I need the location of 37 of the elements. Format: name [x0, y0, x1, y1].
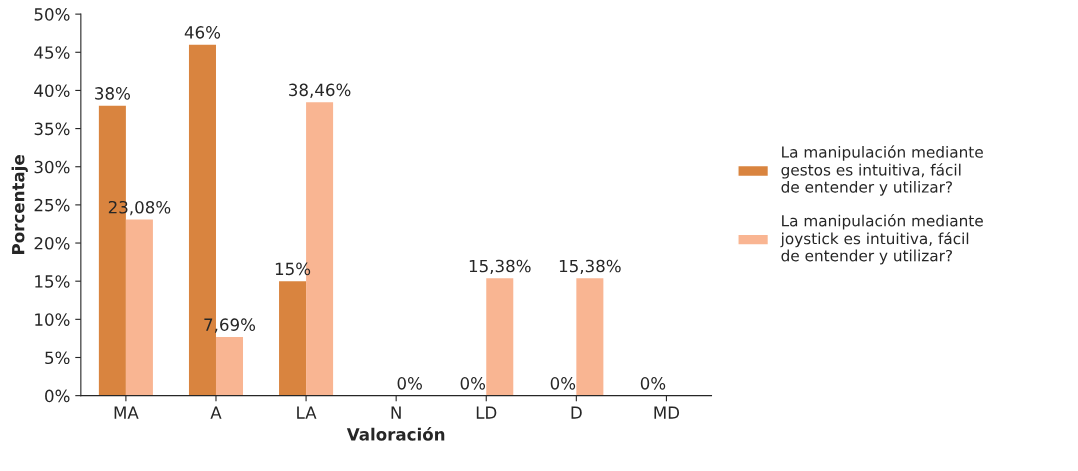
data-label: 15,38%: [469, 259, 531, 274]
y-tick-label: 30%: [34, 160, 70, 174]
y-tick-label: 50%: [34, 8, 70, 21]
data-label: 0%: [640, 377, 666, 390]
data-label: 0%: [550, 377, 576, 390]
legend-label: La manipulación mediante joystick es intuitiva, fácil de entender y utilizar?: [780, 214, 983, 265]
bar: [486, 278, 514, 396]
y-tick-label: 25%: [34, 198, 70, 212]
x-tick-label: MA: [114, 406, 139, 419]
x-tick-label: N: [391, 406, 401, 419]
x-axis-title: Valoración: [346, 427, 445, 441]
data-label: 0%: [397, 377, 422, 390]
y-axis-title: Porcentaje: [11, 155, 28, 254]
bar: [576, 278, 604, 396]
y-tick-label: 45%: [34, 46, 70, 59]
data-label: 15,38%: [559, 259, 621, 274]
data-label: 46%: [184, 26, 221, 39]
y-tick-label: 0%: [45, 389, 70, 403]
x-tick-label: D: [571, 406, 582, 419]
x-tick-label: LA: [297, 406, 317, 419]
y-tick-label: 20%: [34, 237, 70, 250]
x-tick-label: A: [210, 406, 222, 419]
bar: [125, 219, 153, 396]
y-tick-label: 5%: [45, 351, 70, 365]
y-tick-label: 35%: [34, 122, 70, 136]
x-tick-label: LD: [476, 406, 497, 419]
legend-label: La manipulación mediante gestos es intuitiva, fácil de entender y utilizar?: [781, 145, 983, 196]
y-tick-label: 10%: [35, 313, 70, 326]
y-tick-label: 15%: [35, 275, 70, 288]
data-label: 15%: [275, 262, 311, 276]
data-label: 0%: [460, 377, 486, 390]
x-tick-label: MD: [654, 406, 680, 419]
y-tick-label: 40%: [34, 84, 70, 97]
data-label: 38%: [95, 87, 130, 100]
bar: [279, 281, 307, 396]
bar: [215, 336, 244, 396]
data-label: 38,46%: [289, 83, 351, 98]
